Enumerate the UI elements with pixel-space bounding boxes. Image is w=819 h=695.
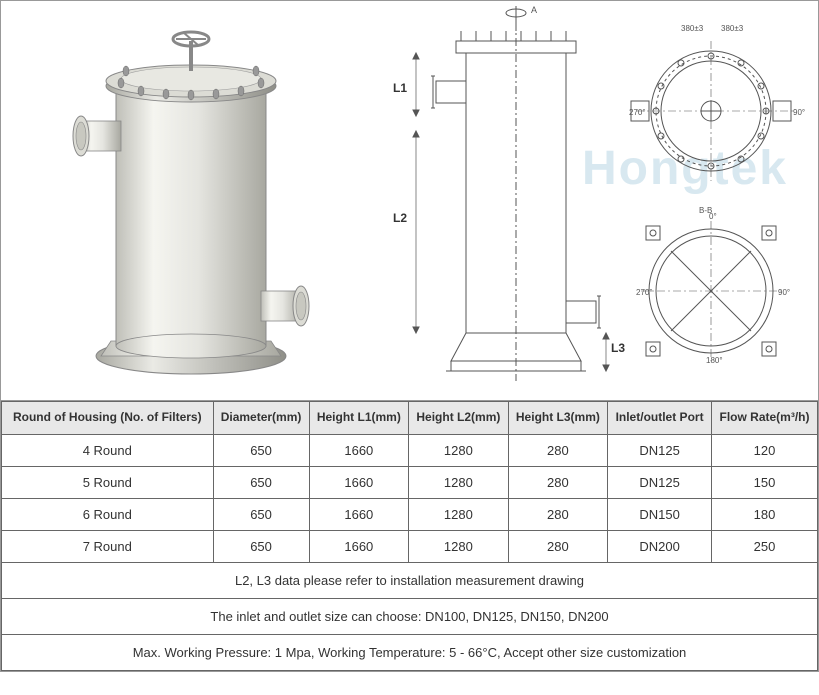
svg-text:A: A — [531, 5, 537, 15]
cell: 5 Round — [2, 466, 214, 498]
cell: 280 — [508, 530, 608, 562]
col-header: Height L2(mm) — [409, 402, 509, 435]
filter-housing-photo-svg — [26, 11, 346, 391]
col-header: Inlet/outlet Port — [608, 402, 712, 435]
table-row: 7 Round 650 1660 1280 280 DN200 250 — [2, 530, 818, 562]
cell: 650 — [213, 498, 309, 530]
cell: 1280 — [409, 466, 509, 498]
col-header: Height L3(mm) — [508, 402, 608, 435]
cell: 250 — [711, 530, 817, 562]
table-row: 6 Round 650 1660 1280 280 DN150 180 — [2, 498, 818, 530]
product-photo — [1, 1, 371, 400]
cell: 1280 — [409, 498, 509, 530]
svg-text:180°: 180° — [706, 356, 723, 365]
note-row: L2, L3 data please refer to installation… — [2, 562, 818, 598]
col-header: Diameter(mm) — [213, 402, 309, 435]
col-header: Round of Housing (No. of Filters) — [2, 402, 214, 435]
svg-text:270°: 270° — [636, 288, 653, 297]
cell: 280 — [508, 466, 608, 498]
cell: 150 — [711, 466, 817, 498]
cell: 1280 — [409, 530, 509, 562]
cell: 7 Round — [2, 530, 214, 562]
cell: 1280 — [409, 434, 509, 466]
spec-table: Round of Housing (No. of Filters) Diamet… — [1, 401, 818, 671]
cell: 650 — [213, 466, 309, 498]
col-header: Flow Rate(m³/h) — [711, 402, 817, 435]
svg-text:380±3: 380±3 — [721, 24, 744, 33]
table-body: 4 Round 650 1660 1280 280 DN125 120 5 Ro… — [2, 434, 818, 670]
note-row: The inlet and outlet size can choose: DN… — [2, 598, 818, 634]
dimension-label-l1: L1 — [393, 81, 407, 95]
svg-text:380±3: 380±3 — [681, 24, 704, 33]
table-header-row: Round of Housing (No. of Filters) Diamet… — [2, 402, 818, 435]
note-cell: L2, L3 data please refer to installation… — [2, 562, 818, 598]
svg-text:B-B: B-B — [699, 206, 712, 215]
col-header: Height L1(mm) — [309, 402, 409, 435]
note-row: Max. Working Pressure: 1 Mpa, Working Te… — [2, 634, 818, 670]
cell: 1660 — [309, 434, 409, 466]
cell: DN150 — [608, 498, 712, 530]
svg-text:90°: 90° — [793, 108, 805, 117]
dimension-label-l2: L2 — [393, 211, 407, 225]
technical-drawing-svg: 270° 90° — [371, 1, 811, 401]
cell: 650 — [213, 434, 309, 466]
table-row: 4 Round 650 1660 1280 280 DN125 120 — [2, 434, 818, 466]
svg-text:90°: 90° — [778, 288, 790, 297]
cell: 1660 — [309, 530, 409, 562]
table-row: 5 Round 650 1660 1280 280 DN125 150 — [2, 466, 818, 498]
cell: DN125 — [608, 466, 712, 498]
cell: 280 — [508, 434, 608, 466]
cell: 650 — [213, 530, 309, 562]
cell: DN125 — [608, 434, 712, 466]
note-cell: The inlet and outlet size can choose: DN… — [2, 598, 818, 634]
spec-sheet-container: Hongtek — [0, 0, 819, 672]
cell: 1660 — [309, 466, 409, 498]
svg-text:270°: 270° — [629, 108, 646, 117]
cell: 1660 — [309, 498, 409, 530]
cell: 120 — [711, 434, 817, 466]
cell: 280 — [508, 498, 608, 530]
technical-drawings: 270° 90° — [371, 1, 818, 400]
note-cell: Max. Working Pressure: 1 Mpa, Working Te… — [2, 634, 818, 670]
cell: 180 — [711, 498, 817, 530]
dimension-label-l3: L3 — [611, 341, 625, 355]
diagram-area: Hongtek — [1, 1, 818, 401]
cell: DN200 — [608, 530, 712, 562]
cell: 6 Round — [2, 498, 214, 530]
cell: 4 Round — [2, 434, 214, 466]
